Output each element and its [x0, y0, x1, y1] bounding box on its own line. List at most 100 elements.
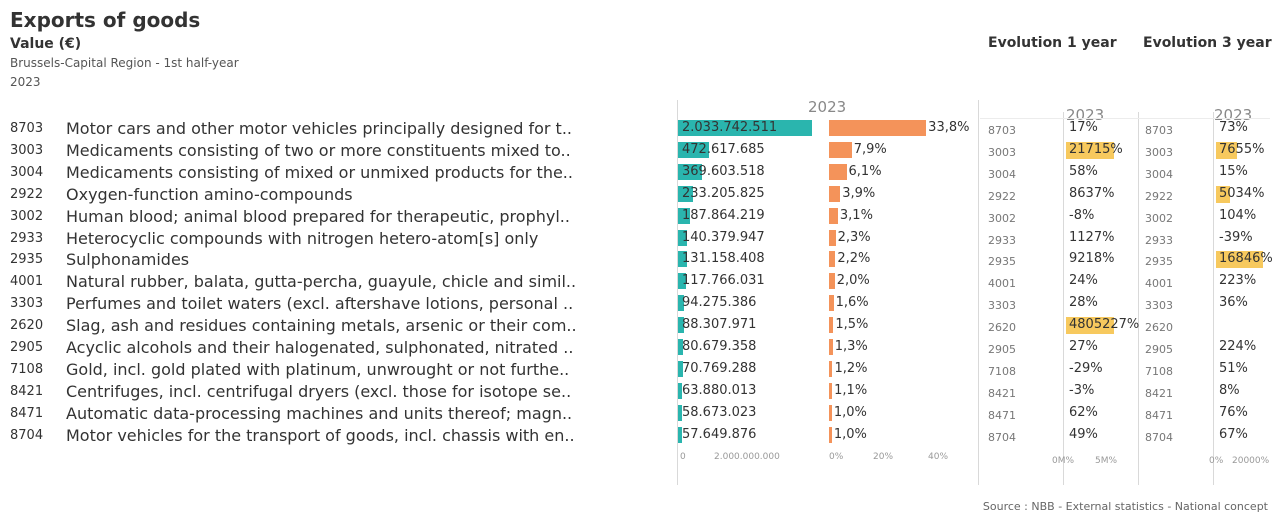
evo3-row-code: 3303: [1145, 299, 1173, 313]
value-bar: [678, 317, 684, 334]
chart-title: Exports of goods: [10, 8, 201, 32]
evo3-label: 8%: [1219, 382, 1240, 398]
period-year-label: 2023: [10, 75, 41, 89]
value-bar: [678, 251, 687, 268]
evo3-row-code: 2620: [1145, 321, 1173, 335]
evo1-label: 4805227%: [1069, 317, 1140, 333]
evo1-label: 1127%: [1069, 229, 1115, 245]
row-code: 2935: [10, 252, 44, 268]
evo3-row-code: 8471: [1145, 408, 1173, 422]
evo1-label: 49%: [1069, 426, 1098, 442]
evo3-axis-tick: 20000%: [1232, 456, 1270, 466]
share-label: 1,2%: [834, 360, 868, 376]
share-label: 33,8%: [928, 120, 970, 135]
evo1-row-code: 2620: [988, 321, 1016, 335]
value-bar: [678, 163, 703, 180]
column-divider: [1213, 112, 1214, 485]
value-label: 187.864.219: [682, 207, 765, 223]
share-label: 6,1%: [848, 163, 882, 179]
value-label: 233.205.825: [682, 185, 765, 201]
evolution-1-year-header: Evolution 1 year: [988, 35, 1117, 51]
region-label: Brussels-Capital Region - 1st half-year: [10, 56, 239, 70]
evo3-label: 223%: [1219, 273, 1257, 289]
row-code: 2933: [10, 230, 44, 246]
evo1-label: 21715%: [1069, 141, 1123, 157]
value-axis-tick: 0: [680, 452, 686, 462]
value-label: 58.673.023: [682, 404, 757, 420]
evo3-axis-tick: 0%: [1209, 456, 1224, 466]
evo1-row-code: 3303: [988, 299, 1016, 313]
evo3-label: 224%: [1219, 339, 1257, 354]
evo1-axis-tick: 0M%: [1052, 456, 1075, 466]
evo3-row-code: 3002: [1145, 211, 1173, 225]
row-code: 2905: [10, 340, 44, 355]
evo1-row-code: 2922: [988, 189, 1016, 203]
value-bar: [678, 339, 684, 355]
row-description: Medicaments consisting of two or more co…: [66, 140, 571, 160]
row-description: Oxygen-function amino-compounds: [66, 184, 353, 204]
value-bar: [678, 185, 694, 202]
share-bar: [829, 339, 833, 355]
evo1-label: 58%: [1069, 163, 1098, 179]
evo1-row-code: 8471: [988, 408, 1016, 422]
evo1-row-code: 3003: [988, 145, 1016, 159]
evo3-label: 16846%: [1219, 251, 1272, 267]
value-label: 88.307.971: [682, 317, 757, 333]
share-label: 1,0%: [833, 426, 867, 442]
row-description: Gold, incl. gold plated with platinum, u…: [66, 359, 570, 379]
evo3-row-code: 2933: [1145, 233, 1173, 247]
evo3-column-year: 2023: [1214, 106, 1253, 124]
share-label: 1,0%: [833, 404, 867, 420]
evo3-label: 51%: [1219, 360, 1248, 376]
evo3-row-code: 8421: [1145, 386, 1173, 400]
share-label: 2,0%: [836, 273, 870, 289]
evo3-row-code: 2905: [1145, 343, 1173, 356]
row-code: 8471: [10, 405, 44, 421]
row-description: Automatic data-processing machines and u…: [66, 403, 573, 423]
value-bar: [678, 141, 710, 158]
evo3-row-code: 2922: [1145, 189, 1173, 203]
share-bar: [829, 229, 836, 246]
row-description: Human blood; animal blood prepared for t…: [66, 206, 570, 226]
evo3-row-code: 8704: [1145, 430, 1173, 444]
share-bar: [829, 426, 832, 443]
evo1-column-year: 2023: [1066, 106, 1105, 124]
row-code: 8421: [10, 383, 44, 399]
share-bar: [829, 141, 852, 158]
value-bar: [678, 426, 682, 443]
evo3-row-code: 8703: [1145, 124, 1173, 137]
row-code: 2620: [10, 318, 44, 334]
row-code: 2922: [10, 186, 44, 202]
value-axis-tick: 2.000.000.000: [714, 452, 780, 462]
value-bar: [678, 382, 683, 399]
evo3-label: -39%: [1219, 229, 1253, 245]
column-divider: [1063, 112, 1064, 485]
row-description: Acyclic alcohols and their halogenated, …: [66, 338, 574, 357]
row-divider: [980, 118, 1270, 119]
evo1-row-code: 3002: [988, 211, 1016, 225]
value-bar: [678, 360, 683, 377]
row-description: Slag, ash and residues containing metals…: [66, 316, 577, 336]
value-bar: [678, 120, 813, 136]
share-bar: [829, 207, 838, 224]
evo1-label: -3%: [1069, 382, 1095, 398]
evo1-label: -8%: [1069, 207, 1095, 223]
value-label: 472.617.685: [682, 141, 765, 157]
value-bar: [678, 229, 688, 246]
share-axis-tick: 20%: [873, 452, 894, 462]
share-label: 1,5%: [835, 317, 869, 333]
row-description: Medicaments consisting of mixed or unmix…: [66, 162, 573, 182]
value-label: 117.766.031: [682, 273, 765, 289]
share-label: 3,9%: [842, 185, 876, 201]
evo1-row-code: 8704: [988, 430, 1016, 444]
evo1-bar: [1066, 141, 1114, 159]
chart-subtitle: Value (€): [10, 36, 82, 52]
row-description: Motor vehicles for the transport of good…: [66, 425, 575, 445]
share-bar: [829, 120, 927, 136]
evo1-row-code: 2935: [988, 255, 1016, 269]
value-column-year: 2023: [808, 98, 847, 116]
evo1-label: 8637%: [1069, 185, 1115, 201]
evo3-label: 76%: [1219, 404, 1248, 420]
value-label: 131.158.408: [682, 251, 765, 267]
value-bar: [678, 273, 686, 290]
